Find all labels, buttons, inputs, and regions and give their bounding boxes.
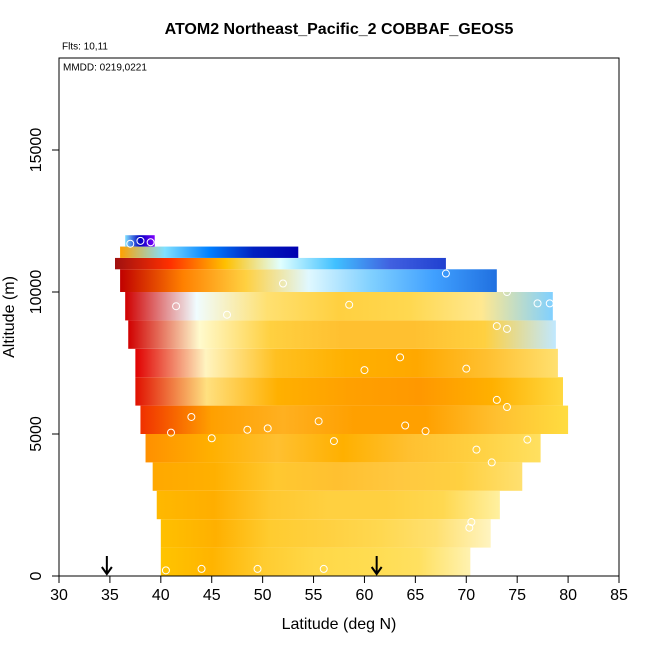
- x-tick-label: 30: [50, 587, 68, 604]
- y-tick-label: 5000: [28, 416, 45, 452]
- flight-arrow: [101, 556, 113, 576]
- x-tick-label: 75: [508, 587, 526, 604]
- x-tick-label: 50: [254, 587, 272, 604]
- sample-point: [243, 425, 252, 434]
- x-tick-label: 45: [203, 587, 221, 604]
- sample-point: [167, 428, 175, 437]
- curtain: [115, 235, 569, 576]
- sample-point: [314, 417, 323, 426]
- curtain-row: [160, 519, 491, 548]
- curtain-row: [125, 292, 553, 321]
- y-axis-label: Altitude (m): [1, 276, 18, 358]
- sample-point: [401, 421, 410, 430]
- y-tick-label: 0: [28, 571, 45, 580]
- sample-point: [503, 324, 511, 333]
- curtain-row: [160, 547, 471, 576]
- sample-point: [503, 403, 511, 412]
- sample-point: [187, 412, 196, 421]
- flights-note: Flts: 10,11: [62, 42, 108, 53]
- x-tick-label: 80: [559, 587, 577, 604]
- x-tick-label: 60: [356, 587, 374, 604]
- curtain-row: [152, 462, 523, 491]
- sample-point: [279, 279, 287, 288]
- sample-point: [545, 299, 554, 308]
- curtain-row: [115, 257, 446, 270]
- x-tick-label: 40: [152, 587, 170, 604]
- x-tick-label: 85: [610, 587, 628, 604]
- sample-point: [396, 353, 405, 362]
- sample-point: [263, 424, 272, 433]
- sample-point: [462, 364, 471, 373]
- y-tick-label: 10000: [28, 270, 45, 315]
- x-tick-label: 65: [406, 587, 424, 604]
- date-note: MMDD: 0219,0221: [63, 63, 147, 74]
- curtain-row: [120, 269, 497, 293]
- x-tick-label: 70: [457, 587, 475, 604]
- sample-point: [441, 269, 450, 278]
- curtain-row: [135, 348, 558, 378]
- sample-point: [207, 434, 216, 443]
- sample-point: [533, 299, 542, 308]
- sample-point: [492, 395, 501, 404]
- sample-point: [503, 288, 511, 297]
- sample-point: [126, 239, 135, 248]
- plot-frame: [58, 57, 620, 577]
- sample-point: [360, 366, 369, 375]
- sample-points: [126, 236, 554, 575]
- flight-arrow: [370, 556, 383, 576]
- sample-point: [146, 238, 155, 247]
- sample-point: [197, 564, 206, 573]
- sample-point: [345, 300, 354, 309]
- sample-point: [492, 322, 501, 331]
- sample-point: [523, 435, 532, 444]
- sample-point: [223, 310, 231, 319]
- curtain-row: [135, 377, 563, 406]
- sample-point: [253, 564, 262, 573]
- sample-point: [467, 518, 476, 527]
- sample-point: [136, 236, 145, 245]
- sample-point: [329, 437, 338, 446]
- sample-point: [421, 427, 430, 436]
- x-axis-label: Latitude (deg N): [282, 616, 397, 633]
- curtain-row: [156, 490, 500, 520]
- sample-point: [319, 564, 328, 573]
- sample-point: [487, 458, 496, 467]
- sample-point: [465, 523, 474, 532]
- sample-point: [472, 445, 481, 454]
- curtain-row: [120, 246, 299, 258]
- curtain-row: [128, 320, 556, 349]
- curtain-row: [125, 235, 155, 247]
- curtain-row: [145, 434, 541, 463]
- y-tick-label: 15000: [28, 128, 45, 173]
- x-tick-label: 55: [305, 587, 323, 604]
- curtain-row: [140, 405, 569, 435]
- x-tick-label: 35: [101, 587, 119, 604]
- sample-point: [172, 302, 181, 311]
- sample-point: [161, 566, 170, 575]
- chart-title: ATOM2 Northeast_Pacific_2 COBBAF_GEOS5: [165, 21, 514, 38]
